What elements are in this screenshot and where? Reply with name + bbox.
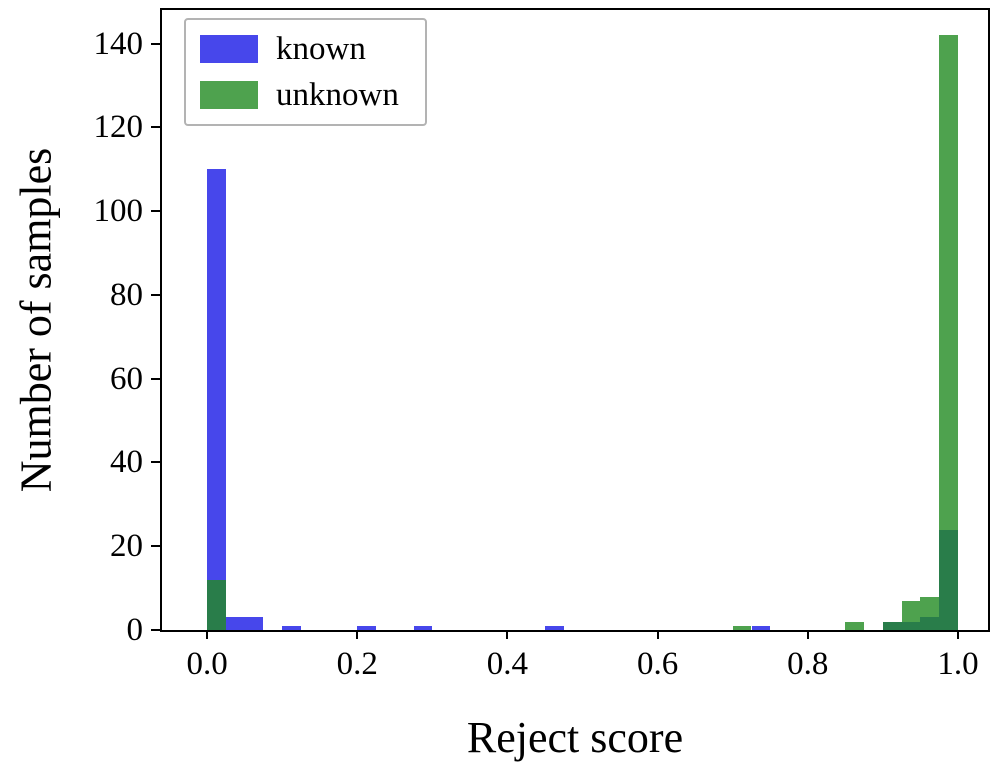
x-tick-label: 0.0 [186,646,228,682]
x-tick-mark [656,630,659,639]
x-tick-label: 0.6 [636,646,679,682]
y-tick-mark [151,42,160,45]
bar-known [545,625,564,630]
bar-known [751,625,771,630]
legend-label-known: known [276,31,366,67]
x-tick-mark [506,630,509,639]
x-axis-label: Reject score [466,713,684,762]
legend-item-known: known [200,32,399,66]
legend-item-unknown: unknown [200,78,399,112]
plot-area: known unknown [160,8,990,632]
bar-unknown [732,625,752,630]
y-tick-label: 140 [93,25,144,62]
x-tick-label: 1.0 [937,646,979,682]
y-tick-label: 80 [110,276,143,313]
bar-unknown [901,600,921,630]
legend: known unknown [184,18,427,126]
bar-known [244,617,264,630]
bar-known [413,625,433,630]
y-tick-label: 100 [93,193,144,230]
bar-unknown [845,621,865,630]
bar-unknown [207,579,226,630]
x-tick-mark [206,630,209,639]
y-tick-mark [151,126,160,129]
y-tick-mark [151,629,160,631]
bar-known [282,625,301,630]
bar-unknown [939,35,958,630]
y-tick-label: 20 [110,528,143,565]
bar-unknown [920,596,940,630]
bar-known [225,617,245,630]
x-tick-mark [806,630,809,639]
x-tick-mark [957,630,959,639]
x-tick-label: 0.4 [486,646,529,682]
legend-swatch-known [200,35,258,63]
y-tick-label: 40 [110,444,143,481]
y-tick-mark [151,377,160,380]
bar-known [207,169,226,630]
legend-label-unknown: unknown [276,77,399,113]
y-tick-mark [151,210,160,213]
x-tick-label: 0.2 [336,646,378,682]
x-tick-mark [356,630,359,639]
y-tick-label: 120 [93,109,144,146]
y-tick-mark [151,461,160,464]
x-tick-label: 0.8 [787,646,829,682]
bar-unknown [882,621,902,630]
legend-swatch-unknown [200,81,258,109]
y-tick-mark [151,545,160,548]
bar-known [357,625,376,630]
y-tick-mark [151,293,160,296]
y-tick-label: 60 [110,360,143,397]
y-tick-label: 0 [126,612,144,648]
